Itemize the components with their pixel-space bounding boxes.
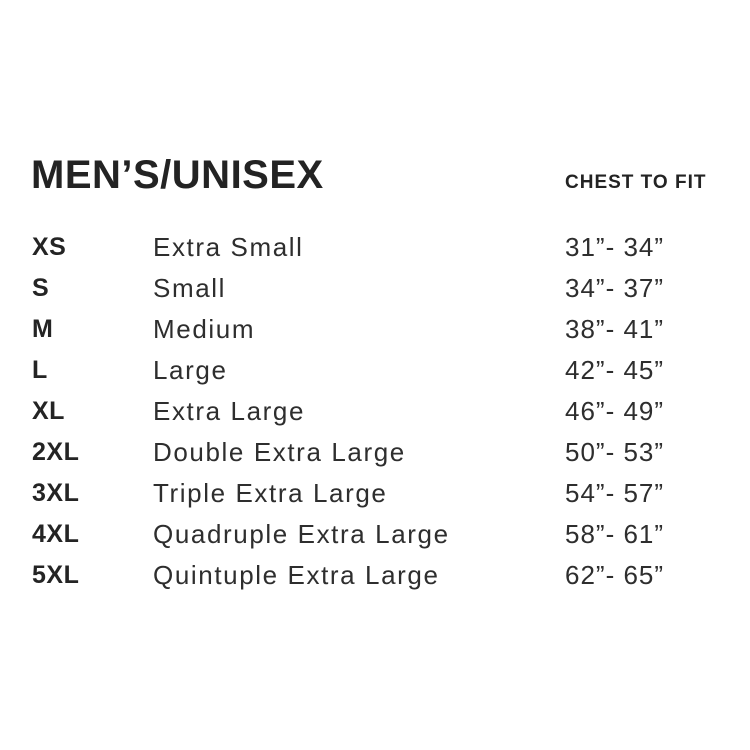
size-name: Small — [153, 273, 227, 303]
size-row: 4XL Quadruple Extra Large 58”- 61” — [0, 514, 750, 555]
size-name: Double Extra Large — [153, 437, 406, 467]
size-code: S — [32, 274, 50, 302]
chart-title: MEN’S/UNISEX — [31, 153, 324, 197]
size-code: XS — [32, 233, 67, 261]
chest-range: 50”- 53” — [565, 437, 665, 467]
size-row: M Medium 38”- 41” — [0, 309, 750, 350]
size-code: 3XL — [32, 479, 80, 507]
chest-range: 34”- 37” — [565, 273, 665, 303]
chest-range: 58”- 61” — [565, 519, 665, 549]
size-code: 5XL — [32, 561, 80, 589]
size-code: L — [32, 356, 48, 384]
size-row: 5XL Quintuple Extra Large 62”- 65” — [0, 555, 750, 596]
size-name: Triple Extra Large — [153, 478, 388, 508]
size-row: L Large 42”- 45” — [0, 350, 750, 391]
size-row: XL Extra Large 46”- 49” — [0, 391, 750, 432]
chest-range: 38”- 41” — [565, 314, 665, 344]
size-name: Quadruple Extra Large — [153, 519, 450, 549]
chest-range: 54”- 57” — [565, 478, 665, 508]
size-name: Quintuple Extra Large — [153, 560, 440, 590]
size-code: 2XL — [32, 438, 80, 466]
chest-range: 62”- 65” — [565, 560, 665, 590]
size-row: 3XL Triple Extra Large 54”- 57” — [0, 473, 750, 514]
size-code: XL — [32, 397, 65, 425]
size-name: Extra Large — [153, 396, 306, 426]
chest-range: 46”- 49” — [565, 396, 665, 426]
size-code: 4XL — [32, 520, 80, 548]
size-row: XS Extra Small 31”- 34” — [0, 227, 750, 268]
size-row: S Small 34”- 37” — [0, 268, 750, 309]
size-row: 2XL Double Extra Large 50”- 53” — [0, 432, 750, 473]
size-table: XS Extra Small 31”- 34” S Small 34”- 37”… — [0, 227, 750, 596]
size-name: Medium — [153, 314, 256, 344]
size-name: Large — [153, 355, 228, 385]
size-name: Extra Small — [153, 232, 304, 262]
chest-to-fit-heading: CHEST TO FIT — [565, 172, 707, 193]
chest-range: 42”- 45” — [565, 355, 665, 385]
size-code: M — [32, 315, 54, 343]
chest-range: 31”- 34” — [565, 232, 665, 262]
